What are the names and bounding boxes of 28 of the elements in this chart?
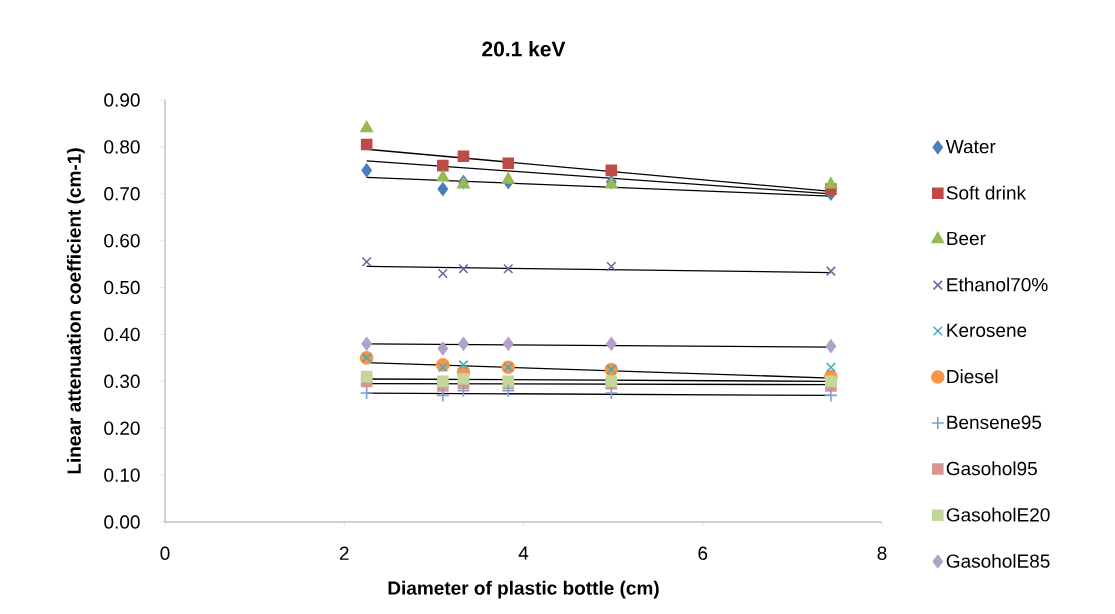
y-axis-title: Linear attenuation coefficient (cm-1): [66, 148, 85, 474]
legend-label: Kerosene: [947, 323, 1027, 338]
legend-label: Gasohol95: [946, 461, 1037, 476]
legend-label: Water: [945, 140, 996, 154]
y-tick-label: 0.60: [104, 233, 140, 248]
y-tick-label: 0.40: [104, 327, 140, 342]
legend-label: Beer: [947, 231, 986, 246]
legend-label: Bensene95: [947, 415, 1042, 430]
y-tick-label: 0.70: [104, 187, 140, 201]
y-tick-label: 0.30: [104, 374, 140, 389]
legend-label: Ethanol70%: [947, 277, 1048, 292]
x-axis-title: Diameter of plastic bottle (cm): [388, 580, 659, 599]
y-tick-label: 0.50: [104, 280, 140, 295]
x-tick-label: 2: [339, 546, 349, 560]
y-tick-label: 0.10: [104, 468, 140, 482]
legend-label: GasoholE20: [946, 507, 1050, 522]
legend-label: Diesel: [947, 369, 998, 384]
x-tick-label: 4: [518, 546, 529, 560]
chart-title: 20.1 keV: [482, 41, 566, 57]
y-tick-label: 0.00: [104, 515, 140, 529]
y-tick-label: 0.20: [104, 421, 140, 435]
x-tick-label: 8: [877, 546, 887, 560]
y-tick-label: 0.80: [104, 140, 140, 154]
legend-label: Soft drink: [946, 185, 1027, 200]
legend-label: GasoholE85: [946, 553, 1050, 568]
x-tick-label: 0: [160, 546, 170, 560]
x-tick-label: 6: [698, 546, 708, 560]
y-tick-label: 0.90: [104, 93, 140, 107]
